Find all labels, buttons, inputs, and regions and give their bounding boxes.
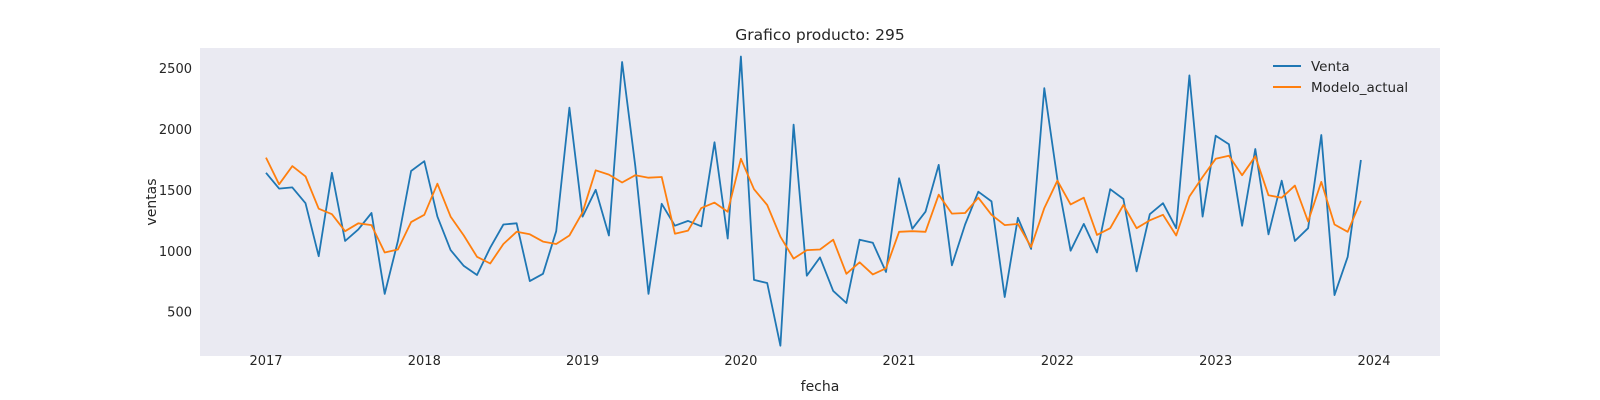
- x-tick-label: 2019: [566, 354, 599, 369]
- x-tick-label: 2022: [1041, 354, 1074, 369]
- y-tick-label: 1500: [159, 184, 192, 199]
- series-line-modelo-actual: [265, 154, 1362, 276]
- plot-background: [200, 48, 1440, 356]
- x-tick-label: 2018: [408, 354, 441, 369]
- y-tick-label: 2500: [159, 62, 192, 77]
- series-layer: [265, 55, 1362, 347]
- legend: Venta Modelo_actual: [1273, 59, 1408, 96]
- y-axis: 500 1000 1500 2000 2500: [159, 62, 192, 321]
- x-tick-label: 2017: [249, 354, 282, 369]
- x-tick-label: 2021: [883, 354, 916, 369]
- y-axis-title: ventas: [144, 178, 160, 225]
- x-axis: 2017 2018 2019 2020 2021 2022 2023 2024: [249, 354, 1390, 369]
- x-tick-label: 2024: [1357, 354, 1390, 369]
- legend-label: Modelo_actual: [1311, 80, 1408, 96]
- y-tick-label: 500: [167, 306, 192, 321]
- chart-title: Grafico producto: 295: [735, 26, 904, 44]
- series-line-venta: [265, 55, 1362, 347]
- x-tick-label: 2023: [1199, 354, 1232, 369]
- y-tick-label: 1000: [159, 245, 192, 260]
- legend-label: Venta: [1311, 59, 1350, 75]
- x-tick-label: 2020: [724, 354, 757, 369]
- x-axis-title: fecha: [801, 379, 840, 395]
- y-tick-label: 2000: [159, 123, 192, 138]
